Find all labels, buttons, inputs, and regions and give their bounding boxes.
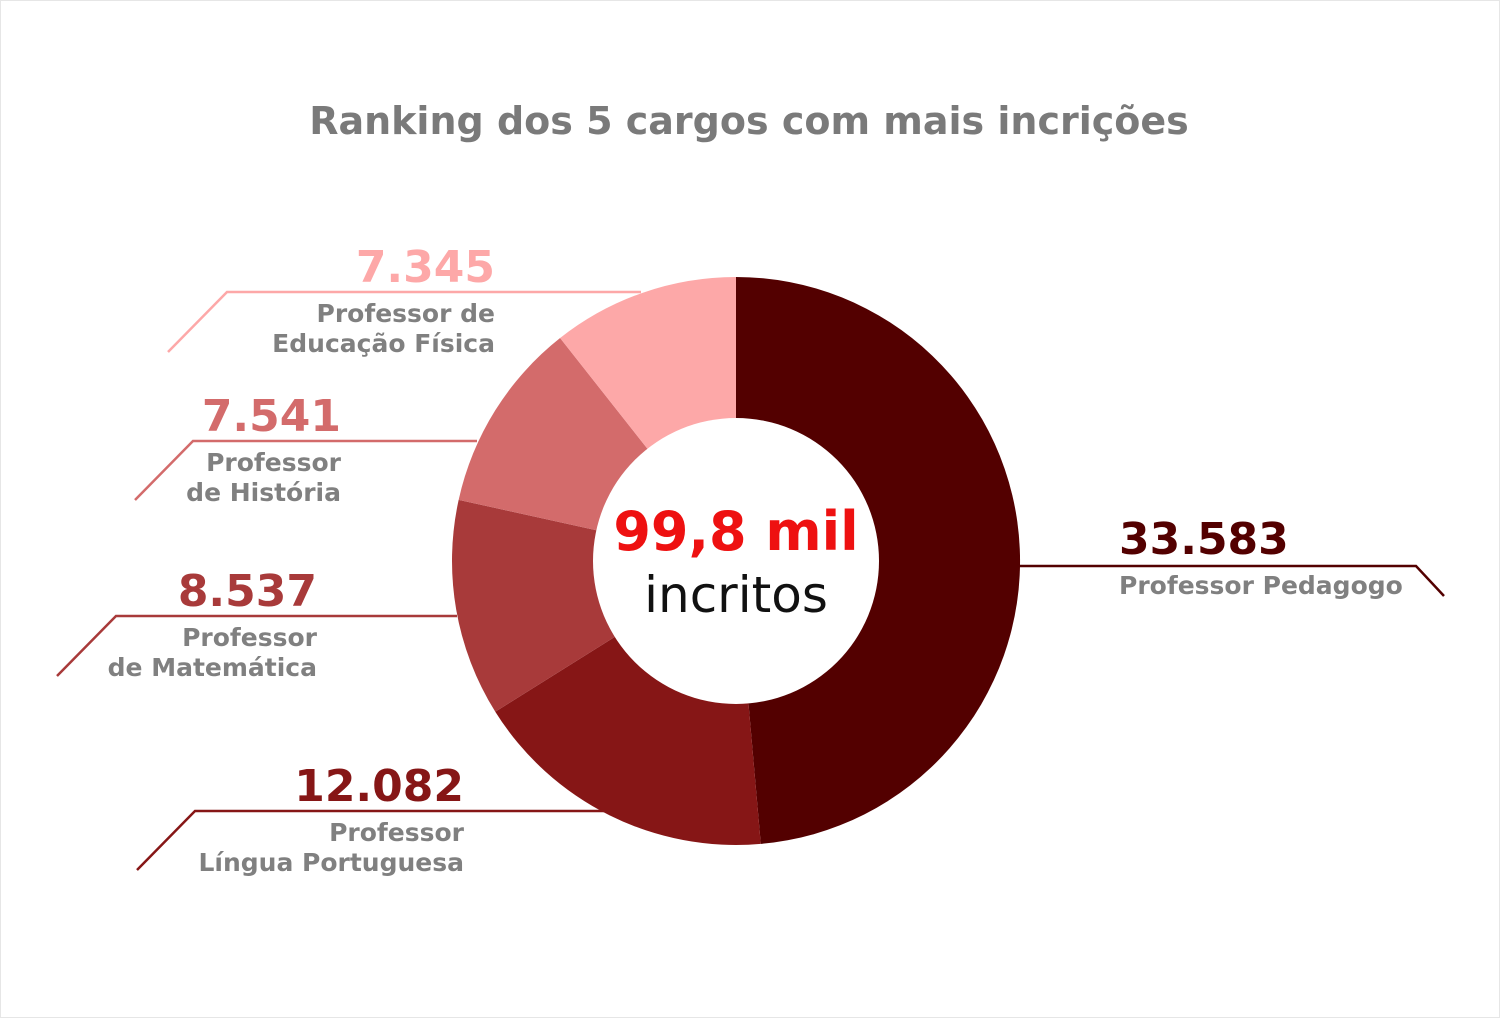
slice-value-label-2: 8.537	[178, 566, 317, 617]
slice-name-label-2-0: Professor	[182, 623, 318, 652]
slice-name-label-2-1: de Matemática	[108, 653, 317, 682]
slice-name-label-1-1: Língua Portuguesa	[198, 848, 464, 877]
slice-name-label-0-0: Professor Pedagogo	[1119, 571, 1403, 600]
leader-line-4	[167, 290, 641, 353]
slice-value-label-4: 7.345	[356, 242, 495, 293]
center-total-value: 99,8 mil	[613, 500, 858, 563]
slice-name-label-1-0: Professor	[329, 818, 465, 847]
slice-name-label-3-0: Professor	[206, 448, 342, 477]
center-total-caption: incritos	[644, 566, 828, 624]
slice-name-label-3-1: de História	[186, 478, 341, 507]
chart-title: Ranking dos 5 cargos com mais incrições	[309, 99, 1189, 143]
slice-value-label-0: 33.583	[1119, 514, 1289, 565]
leader-line-0	[1017, 564, 1445, 597]
leader-line-1	[136, 809, 604, 871]
leader-lines	[56, 290, 1445, 871]
donut-hole	[593, 418, 879, 704]
slice-value-label-1: 12.082	[294, 761, 464, 812]
slice-value-label-3: 7.541	[202, 391, 341, 442]
leader-line-3	[134, 439, 477, 501]
slice-name-label-4-0: Professor de	[317, 299, 495, 328]
leader-line-2	[56, 614, 457, 677]
slice-name-label-4-1: Educação Física	[272, 329, 495, 358]
